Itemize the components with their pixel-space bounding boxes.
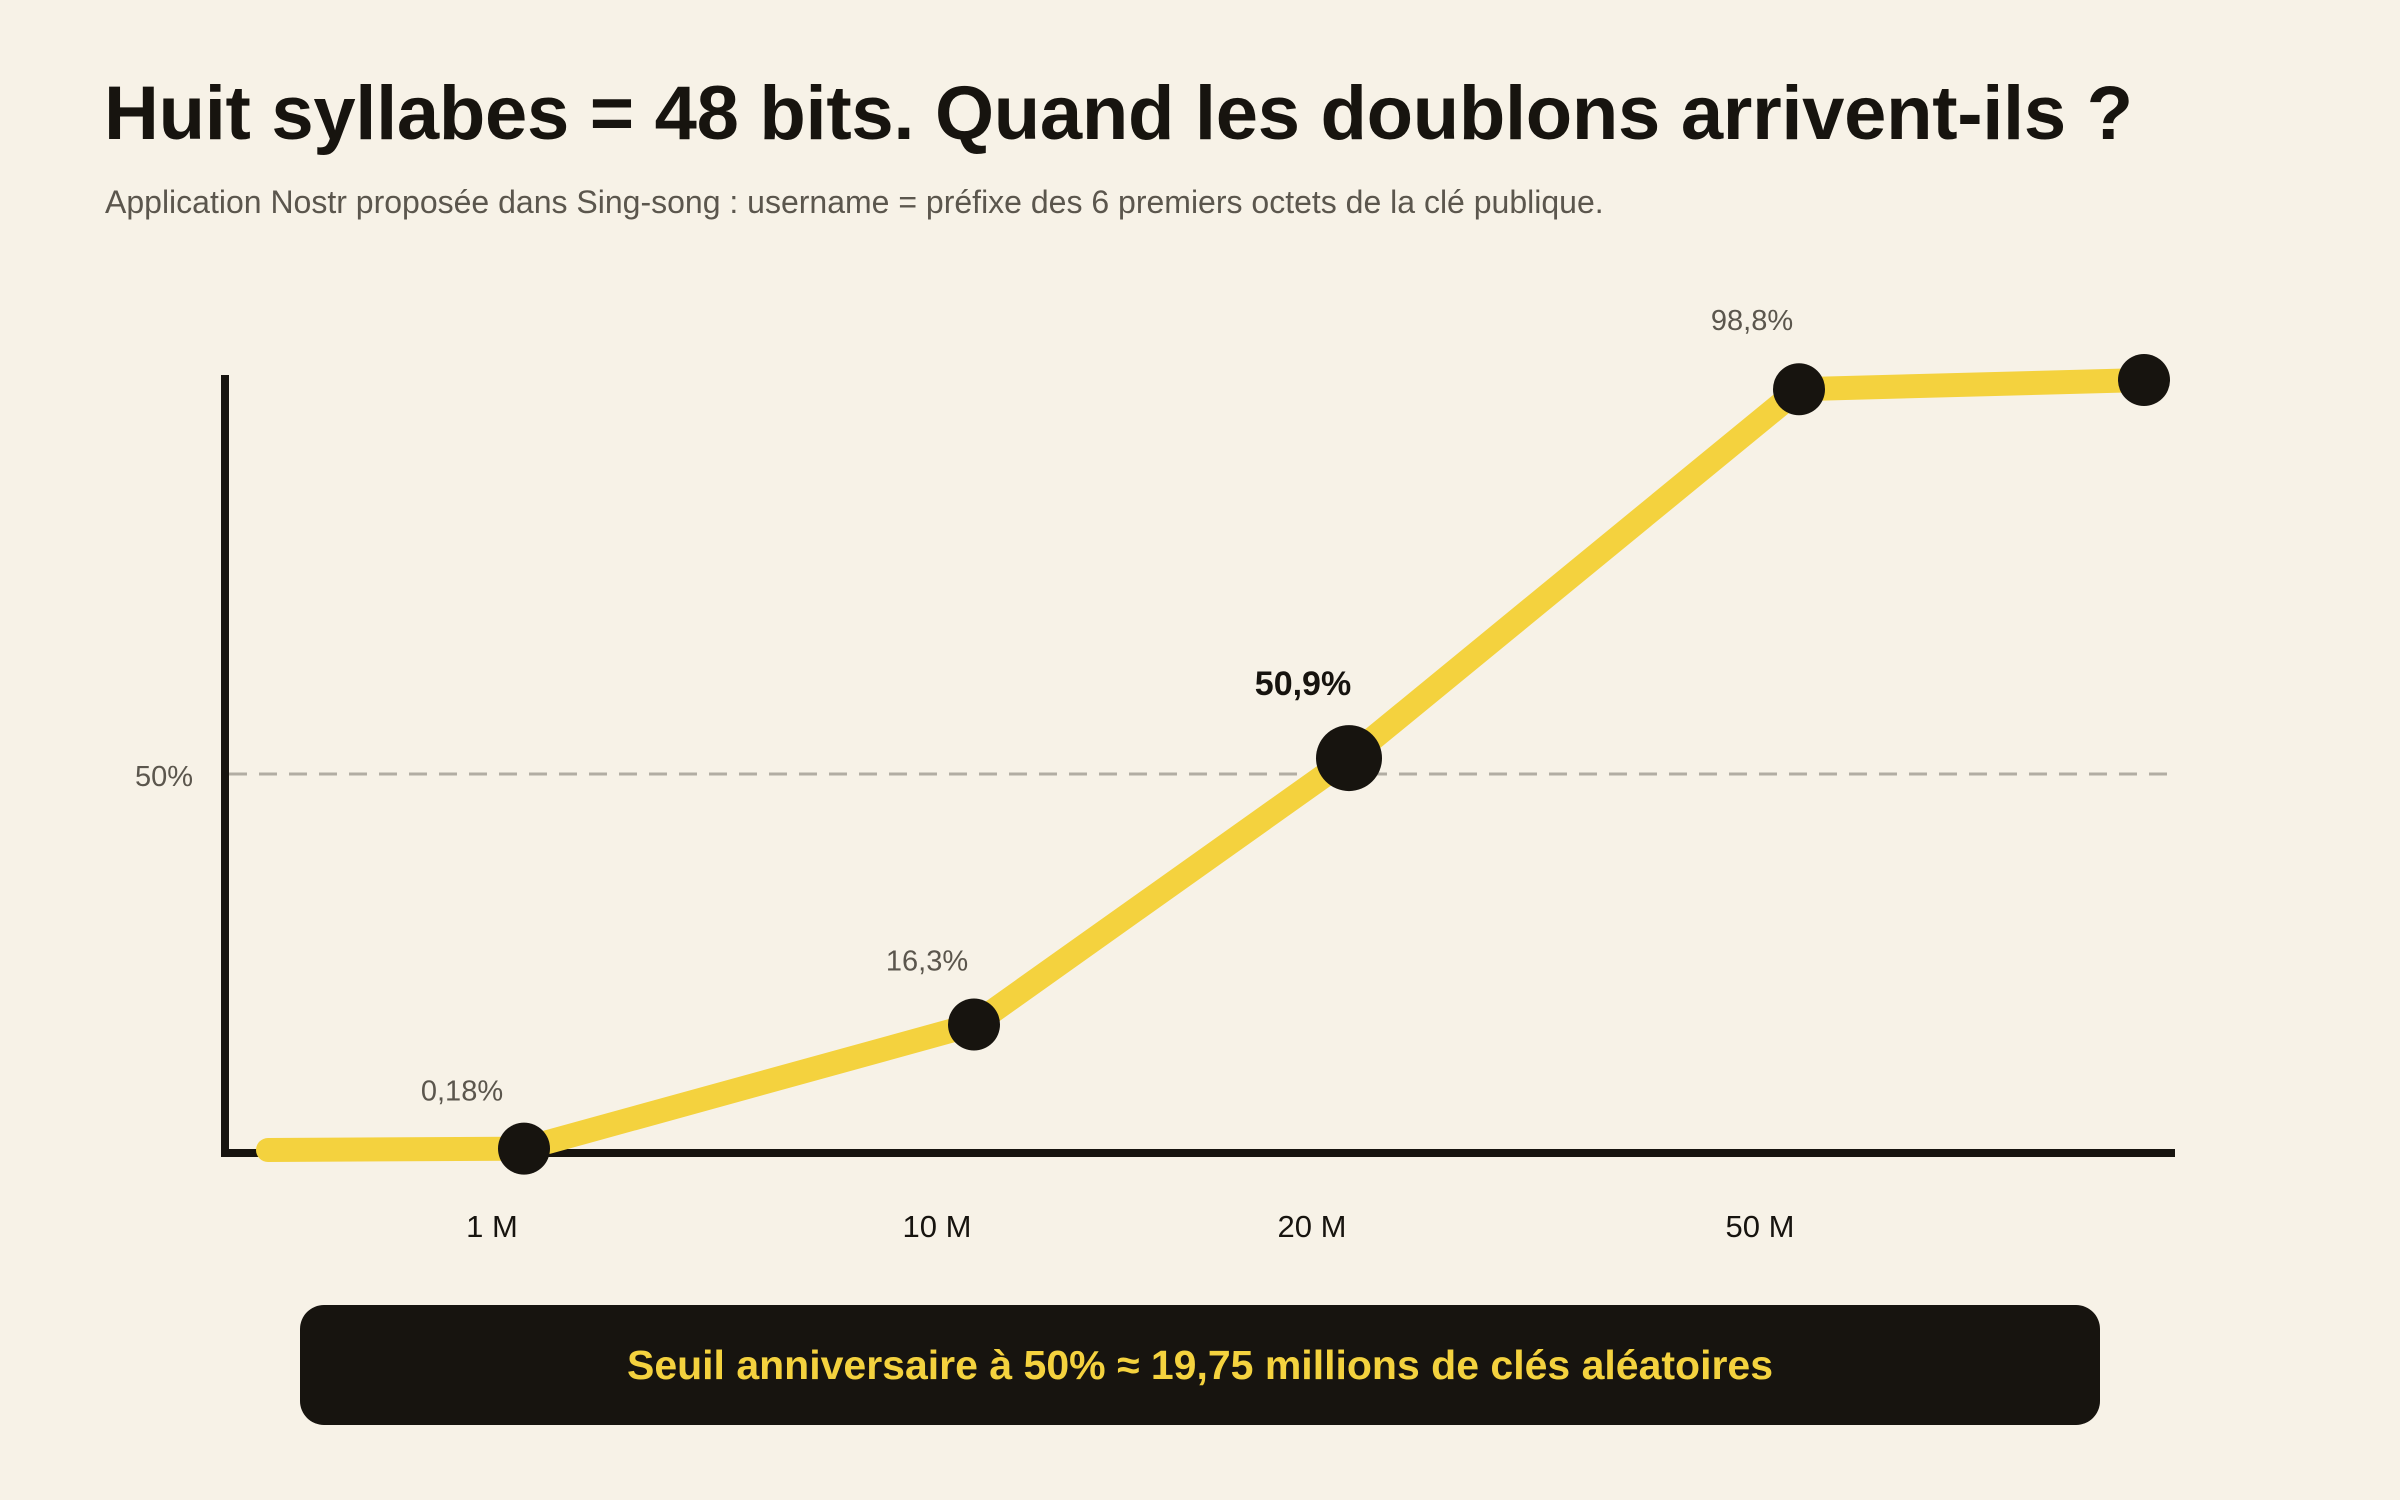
x-tick-label: 50 M [1726, 1209, 1795, 1244]
chart-subtitle: Application Nostr proposée dans Sing-son… [105, 184, 1604, 220]
data-point-marker [948, 998, 1000, 1051]
data-label: 16,3% [886, 945, 968, 977]
data-point-marker [1773, 363, 1825, 416]
x-tick-label: 20 M [1278, 1209, 1347, 1244]
highlight-data-label: 50,9% [1255, 665, 1351, 703]
data-label: 0,18% [421, 1076, 503, 1108]
x-tick-label: 10 M [903, 1209, 972, 1244]
highlight-point-marker [1316, 725, 1382, 792]
callout-text: Seuil anniversaire à 50% ≈ 19,75 million… [626, 1341, 1774, 1388]
series-line [256, 368, 2156, 1162]
y-reference-label: 50% [135, 761, 193, 793]
x-tick-label: 1 M [466, 1209, 518, 1244]
chart-title: Huit syllabes = 48 bits. Quand les doubl… [104, 71, 2133, 156]
birthday-threshold-callout: Seuil anniversaire à 50% ≈ 19,75 million… [300, 1305, 2100, 1425]
data-label: 98,8% [1711, 305, 1793, 337]
data-point-marker [2118, 354, 2170, 406]
data-point-marker [498, 1122, 550, 1175]
